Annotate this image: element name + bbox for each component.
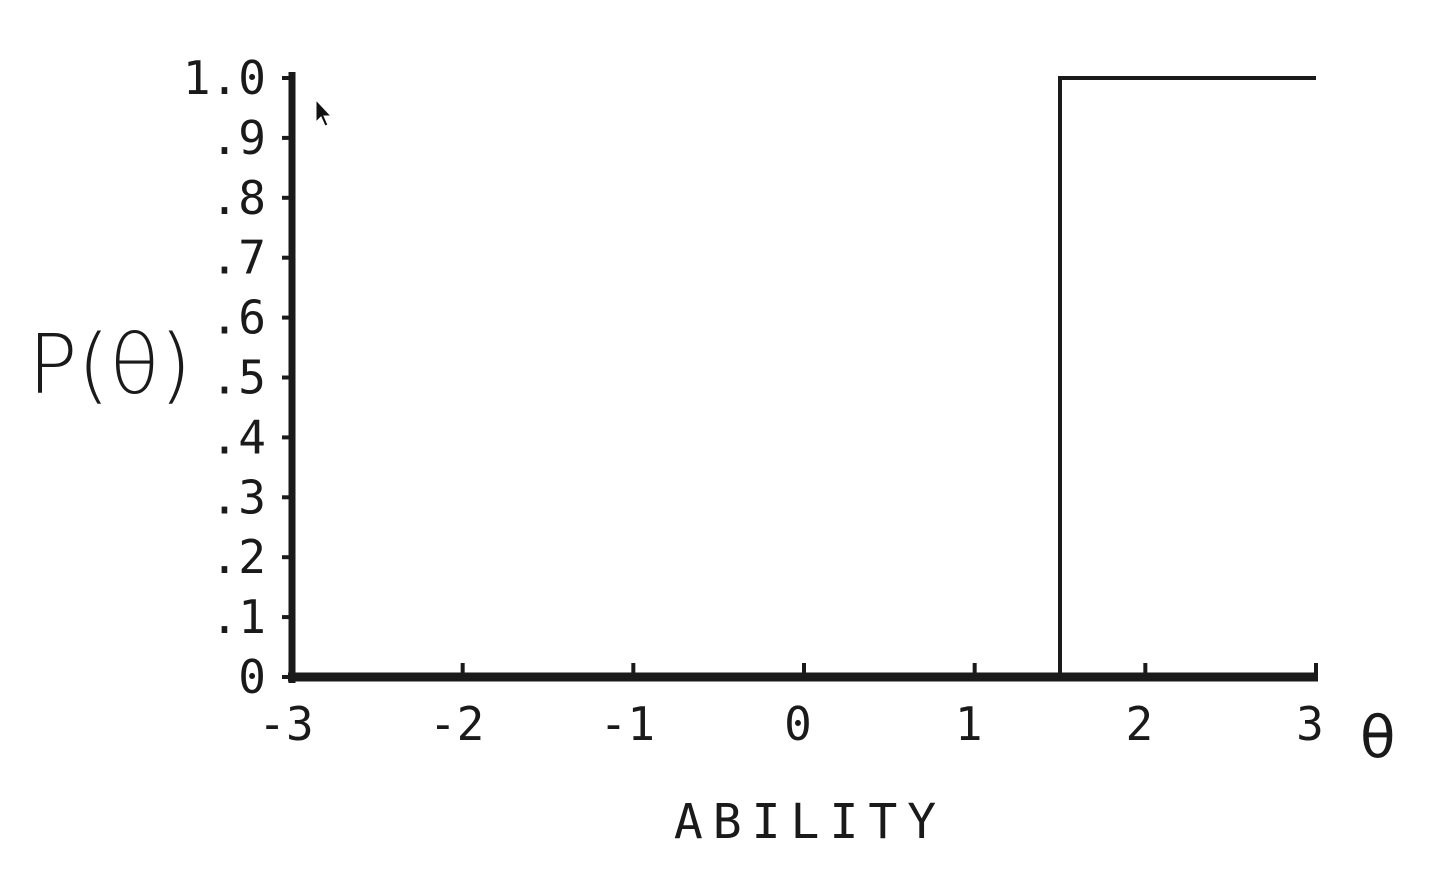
y-tick-label: .5 [211, 351, 266, 405]
y-axis-label: P(θ) [28, 318, 192, 413]
x-tick-label: 0 [784, 697, 812, 751]
x-tick-label: 1 [955, 697, 983, 751]
y-tick-label: 1.0 [183, 51, 266, 105]
y-tick-label: 0 [238, 650, 266, 704]
x-tick-label: -1 [600, 697, 655, 751]
y-tick-label: .4 [211, 410, 266, 464]
x-tick-label: 3 [1296, 697, 1324, 751]
y-tick-label: .7 [211, 231, 266, 285]
y-tick-label: .3 [211, 470, 266, 524]
x-tick-label: -2 [429, 697, 484, 751]
axes [288, 72, 1318, 683]
y-tick-label: .8 [211, 171, 266, 225]
x-ticks: -3 -2 -1 0 1 2 3 [258, 663, 1324, 751]
series-line [292, 76, 1316, 679]
y-tick-label: .1 [211, 590, 266, 644]
y-tick-label: .9 [211, 111, 266, 165]
mouse-pointer-icon [315, 98, 333, 127]
x-axis-symbol: θ [1360, 703, 1396, 771]
series [292, 76, 1316, 679]
x-tick-label: 2 [1125, 697, 1153, 751]
y-tick-label: .2 [211, 530, 266, 584]
x-axis-label: ABILITY [674, 794, 946, 850]
y-tick-label: .6 [211, 291, 266, 345]
x-tick-label: -3 [258, 697, 313, 751]
y-ticks: 0 .1 .2 .3 .4.5 .6 .7 .8 .9 1.0 [183, 51, 292, 704]
